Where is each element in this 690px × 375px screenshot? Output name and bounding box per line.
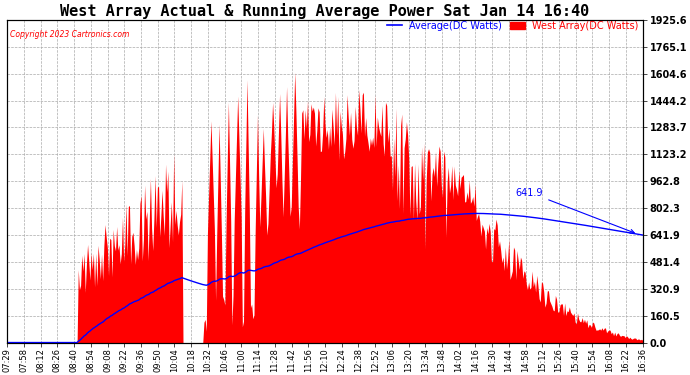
Title: West Array Actual & Running Average Power Sat Jan 14 16:40: West Array Actual & Running Average Powe…	[60, 3, 589, 19]
Legend: Average(DC Watts), West Array(DC Watts): Average(DC Watts), West Array(DC Watts)	[383, 17, 642, 34]
Text: 641.9: 641.9	[516, 188, 634, 233]
Text: Copyright 2023 Cartronics.com: Copyright 2023 Cartronics.com	[10, 30, 130, 39]
